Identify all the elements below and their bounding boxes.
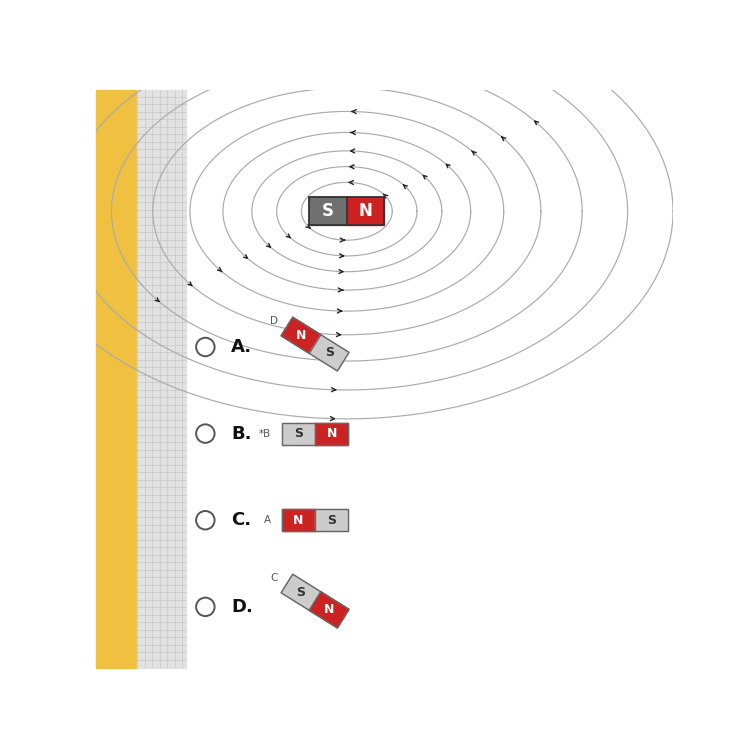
Polygon shape [282, 423, 315, 445]
Polygon shape [281, 317, 321, 353]
Bar [309, 197, 347, 225]
Text: N: N [358, 202, 373, 220]
Text: C: C [271, 573, 278, 583]
Text: S: S [294, 427, 303, 440]
Text: N: N [293, 514, 304, 526]
Bar [309, 197, 384, 225]
Text: N: N [324, 604, 334, 616]
Bar [96, 90, 137, 668]
Polygon shape [309, 334, 349, 371]
Text: S: S [322, 202, 334, 220]
Text: A: A [264, 515, 272, 525]
Text: B.: B. [231, 424, 252, 442]
Text: D.: D. [231, 598, 254, 616]
Text: D: D [270, 316, 278, 326]
Polygon shape [281, 574, 321, 610]
Text: *B: *B [260, 428, 272, 439]
Polygon shape [315, 423, 348, 445]
Polygon shape [315, 509, 348, 531]
Text: N: N [326, 427, 337, 440]
Polygon shape [282, 509, 315, 531]
Text: A.: A. [231, 338, 253, 356]
Text: S: S [296, 586, 305, 598]
Text: N: N [296, 328, 306, 342]
Text: S: S [325, 346, 334, 359]
Bar [346, 197, 384, 225]
Bar [137, 90, 186, 668]
Polygon shape [309, 592, 349, 628]
Text: S: S [327, 514, 336, 526]
Text: C.: C. [231, 512, 251, 530]
